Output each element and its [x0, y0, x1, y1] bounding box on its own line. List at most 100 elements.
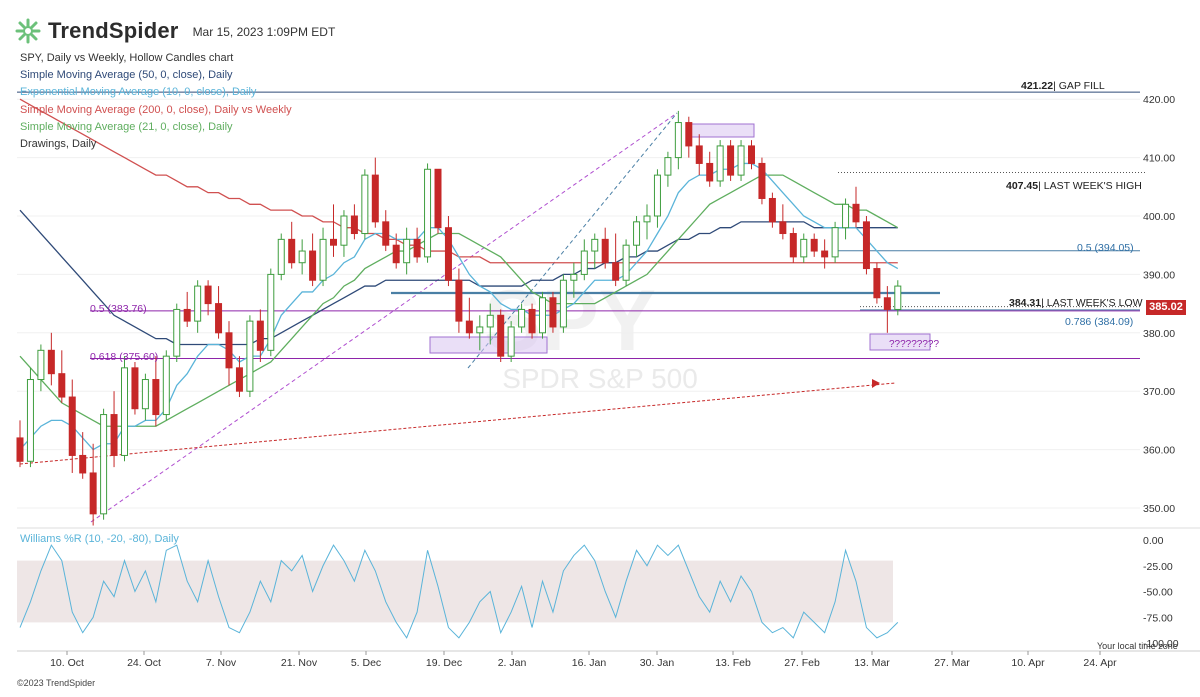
- trendline-dashed: [19, 382, 896, 465]
- time-tick-label: 16. Jan: [572, 657, 607, 669]
- highlight-box: [687, 123, 755, 138]
- legend-sma50[interactable]: Simple Moving Average (50, 0, close), Da…: [20, 69, 233, 82]
- grid-lines: [17, 98, 1200, 652]
- timezone-label: Your local time zone: [1097, 641, 1178, 651]
- time-tick-label: 13. Mar: [854, 657, 890, 669]
- candle-body: [748, 145, 755, 164]
- candle-body: [580, 250, 588, 275]
- candle-body: [413, 238, 421, 258]
- time-tick-label: 19. Dec: [426, 657, 462, 669]
- candle-body: [350, 215, 358, 235]
- candle-body: [79, 454, 87, 474]
- candle-body: [465, 320, 473, 334]
- time-tick-label: 27. Feb: [784, 657, 820, 669]
- candle-body: [633, 221, 641, 246]
- williams-r-pane[interactable]: Williams %R (10, -20, -80), Daily 0.00 -25…: [17, 533, 1179, 650]
- drawings-layer: ?????????: [17, 91, 1146, 523]
- candle-body: [539, 297, 546, 334]
- candle-body: [528, 308, 536, 334]
- fib-0.786-label: 0.786 (384.09): [1065, 316, 1133, 328]
- candle-body: [330, 238, 337, 246]
- candle-body: [361, 174, 369, 235]
- candle-body: [758, 162, 766, 199]
- willr-band: [17, 560, 893, 623]
- legend-chart-title[interactable]: SPY, Daily vs Weekly, Hollow Candles cha…: [20, 52, 234, 64]
- time-tick-label: 7. Nov: [206, 657, 237, 669]
- legend-ema10[interactable]: Exponential Moving Average (10, 0, close…: [20, 86, 257, 99]
- candle-body: [309, 250, 317, 281]
- candle-body: [768, 197, 776, 223]
- candle-body: [47, 349, 55, 375]
- candle-body: [873, 268, 881, 299]
- willr-tick-label: -50.00: [1143, 587, 1173, 599]
- candle-body: [674, 122, 682, 159]
- time-tick-label: 10. Oct: [50, 657, 84, 669]
- watermark-name: SPDR S&P 500: [502, 363, 698, 394]
- legend-drawings[interactable]: Drawings, Daily: [20, 138, 97, 151]
- level-labels: 421.22| GAP FILL 407.45| LAST WEEK'S HIGH…: [90, 80, 1143, 363]
- time-tick-label: 27. Mar: [934, 657, 970, 669]
- candle-body: [622, 244, 630, 281]
- candle-body: [256, 320, 264, 351]
- price-tick-label: 400.00: [1143, 211, 1175, 223]
- price-tick-label: 370.00: [1143, 386, 1175, 398]
- candle-body: [110, 414, 118, 456]
- copyright-text: ©2023 TrendSpider: [17, 678, 96, 688]
- price-tick-label: 420.00: [1143, 94, 1175, 106]
- candle-body: [852, 203, 860, 223]
- highlight-box: [429, 336, 548, 354]
- candle-body: [842, 203, 850, 229]
- candle-body: [549, 297, 557, 328]
- trendline-arrow-icon: [872, 379, 880, 388]
- willr-tick-label: -100.00: [1143, 638, 1179, 650]
- price-tick-label: 410.00: [1143, 153, 1175, 165]
- last-week-high-label: 407.45| LAST WEEK'S HIGH: [1006, 180, 1142, 192]
- candle-body: [371, 174, 379, 223]
- legend-sma200[interactable]: Simple Moving Average (200, 0, close), D…: [20, 103, 292, 116]
- candle-body: [643, 215, 651, 223]
- willr-line: [19, 544, 899, 639]
- time-axis[interactable]: 10. Oct 24. Oct 7. Nov 21. Nov 5. Dec 19. Dec…: [50, 651, 1117, 669]
- willr-tick-label: -75.00: [1143, 612, 1173, 624]
- candle-body: [831, 227, 839, 258]
- candle-body: [727, 145, 735, 176]
- candle-body: [789, 233, 797, 258]
- candle-body: [821, 250, 829, 258]
- legend-sma21[interactable]: Simple Moving Average (21, 0, close), Da…: [20, 120, 233, 133]
- candle-body: [100, 414, 108, 515]
- candle-body: [444, 227, 452, 281]
- candle-body: [204, 285, 212, 305]
- candle-body: [716, 145, 724, 182]
- price-tick-label: 350.00: [1143, 503, 1175, 515]
- price-axis[interactable]: 350.00 360.00 370.00 380.00 390.00 400.00 410.…: [1143, 94, 1175, 515]
- candle-body: [862, 221, 870, 270]
- trendspider-logo-icon: [14, 17, 42, 45]
- time-tick-label: 21. Nov: [281, 657, 318, 669]
- candle-body: [653, 174, 661, 217]
- candle-body: [319, 238, 327, 281]
- willr-tick-label: -25.00: [1143, 561, 1173, 573]
- app-logo-text: TrendSpider: [48, 18, 179, 43]
- candle-body: [424, 168, 432, 258]
- candle-body: [664, 157, 672, 176]
- candle-body: [235, 367, 243, 392]
- candle-body: [695, 145, 703, 164]
- candle-body: [476, 326, 484, 334]
- candle-body: [288, 238, 296, 264]
- candle-body: [612, 262, 620, 281]
- candle-body: [225, 332, 233, 369]
- retrace-leg-line: [467, 112, 678, 369]
- candle-body: [894, 285, 902, 310]
- candle-body: [121, 367, 128, 456]
- candle-body: [173, 308, 181, 357]
- last-price-badge: 385.02: [1146, 300, 1186, 315]
- gap-fill-label: 421.22| GAP FILL: [1021, 80, 1105, 92]
- time-tick-label: 24. Apr: [1083, 657, 1117, 669]
- candle-body: [183, 308, 191, 322]
- candle-body: [392, 244, 400, 264]
- candle-body: [591, 238, 599, 252]
- candle-body: [246, 320, 254, 392]
- time-tick-label: 2. Jan: [498, 657, 527, 669]
